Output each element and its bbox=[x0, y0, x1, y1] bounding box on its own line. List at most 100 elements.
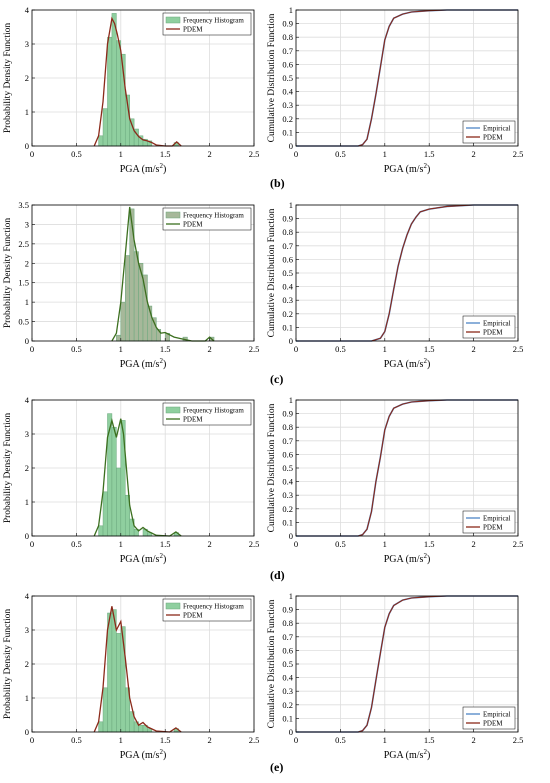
legend-entry: Frequency Histogram bbox=[183, 407, 244, 415]
histogram-bar bbox=[98, 135, 104, 147]
legend-entry: PDEM bbox=[183, 612, 203, 620]
x-tick-label: 0 bbox=[294, 539, 298, 549]
histogram-bar bbox=[102, 687, 108, 733]
chart-e-pdf: 0 0.5 1 1.5 2 2.5 0 1 2 3 4 PGA (m/s2) Probability D… bbox=[3, 591, 259, 761]
legend-entry: Frequency Histogram bbox=[183, 212, 244, 220]
y-tick-label: 1 bbox=[289, 5, 293, 15]
x-axis-label: PGA (m/s2) bbox=[120, 748, 167, 761]
legend-entry: PDEM bbox=[483, 720, 503, 728]
y-tick-label: 0.1 bbox=[282, 127, 293, 137]
legend-box bbox=[162, 598, 252, 622]
x-tick-label: 1 bbox=[119, 149, 123, 159]
histogram-bar bbox=[116, 334, 122, 342]
y-tick-label: 2.5 bbox=[18, 239, 29, 249]
chart-d-cdf: 0 0.5 1 1.5 2 2.5 0 0.1 0.2 0.3 0.4 0.5 0.6 0.7 0.8 0.9… bbox=[267, 395, 523, 565]
x-axis-label: PGA (m/s2) bbox=[120, 552, 167, 565]
y-tick-label: 0.4 bbox=[282, 477, 293, 487]
legend-entry: PDEM bbox=[183, 221, 203, 229]
y-axis-label: Cumulative Distribution Function bbox=[267, 208, 277, 337]
y-axis-label: Probability Density Function bbox=[3, 218, 13, 329]
y-tick-label: 0 bbox=[25, 727, 29, 737]
x-tick-label: 0 bbox=[30, 344, 34, 354]
histogram-bar bbox=[116, 633, 122, 733]
y-tick-label: 3 bbox=[25, 429, 29, 439]
y-tick-label: 0 bbox=[25, 336, 29, 346]
y-tick-label: 4 bbox=[25, 591, 30, 601]
y-axis-label: Probability Density Function bbox=[3, 609, 13, 720]
y-axis-label: Cumulative Distribution Function bbox=[267, 599, 277, 728]
x-tick-label: 0 bbox=[30, 539, 34, 549]
legend-entry: Frequency Histogram bbox=[183, 17, 244, 25]
x-tick-label: 0 bbox=[30, 149, 34, 159]
y-tick-label: 0.7 bbox=[282, 241, 293, 251]
y-axis-label: Cumulative Distribution Function bbox=[267, 13, 277, 142]
legend-entry: PDEM bbox=[483, 329, 503, 337]
legend-entry: Empirical bbox=[483, 125, 511, 133]
x-tick-label: 1.5 bbox=[160, 539, 171, 549]
panel-label-d: (d) bbox=[270, 568, 285, 582]
legend-entry: PDEM bbox=[483, 134, 503, 142]
y-tick-label: 0.1 bbox=[282, 713, 293, 723]
y-tick-label: 0.2 bbox=[282, 504, 293, 514]
y-tick-label: 4 bbox=[25, 395, 30, 405]
histogram-bar bbox=[111, 426, 117, 537]
histogram-bar bbox=[120, 420, 126, 537]
y-axis-label: Probability Density Function bbox=[3, 23, 13, 134]
y-tick-label: 0.8 bbox=[282, 422, 293, 432]
legend-entry: Empirical bbox=[483, 320, 511, 328]
panel-label-c: (c) bbox=[270, 372, 284, 386]
y-tick-label: 0.6 bbox=[282, 449, 293, 459]
histogram-bar bbox=[116, 467, 122, 537]
pdem-cdf-curve bbox=[296, 9, 518, 147]
histogram-bar bbox=[120, 301, 126, 342]
x-tick-label: 0 bbox=[294, 149, 298, 159]
y-tick-label: 0 bbox=[25, 531, 29, 541]
panel-label-b: (b) bbox=[270, 176, 285, 190]
histogram-bar bbox=[129, 208, 135, 342]
y-tick-label: 0.8 bbox=[282, 227, 293, 237]
x-tick-label: 0.5 bbox=[71, 344, 82, 354]
y-tick-label: 0 bbox=[289, 531, 293, 541]
y-tick-label: 0.2 bbox=[282, 700, 293, 710]
y-tick-label: 0.5 bbox=[282, 268, 293, 278]
x-axis-label: PGA (m/s2) bbox=[384, 552, 431, 565]
y-tick-label: 0.1 bbox=[282, 322, 293, 332]
y-tick-label: 1 bbox=[289, 591, 293, 601]
pdem-cdf-curve bbox=[296, 204, 518, 342]
y-tick-label: 0.3 bbox=[282, 295, 293, 305]
y-tick-label: 0.5 bbox=[282, 73, 293, 83]
panel-label-e: (e) bbox=[270, 760, 284, 774]
y-tick-label: 2 bbox=[25, 659, 29, 669]
legend-swatch-histogram bbox=[165, 602, 181, 610]
legend-box bbox=[162, 402, 252, 426]
x-tick-label: 2 bbox=[471, 539, 475, 549]
x-tick-label: 2 bbox=[207, 735, 211, 745]
legend-swatch-histogram bbox=[165, 406, 181, 414]
x-tick-label: 0 bbox=[294, 344, 298, 354]
y-axis-label: Probability Density Function bbox=[3, 413, 13, 524]
x-tick-label: 1.5 bbox=[160, 149, 171, 159]
legend-box bbox=[162, 12, 252, 36]
y-tick-label: 3 bbox=[25, 625, 29, 635]
y-tick-label: 0.9 bbox=[282, 409, 293, 419]
histogram-bar bbox=[107, 36, 113, 147]
y-tick-label: 0.2 bbox=[282, 309, 293, 319]
y-tick-label: 0 bbox=[25, 141, 29, 151]
x-tick-label: 1.5 bbox=[424, 735, 435, 745]
x-tick-label: 2.5 bbox=[249, 149, 260, 159]
x-tick-label: 1.5 bbox=[424, 344, 435, 354]
y-tick-label: 0.8 bbox=[282, 32, 293, 42]
y-tick-label: 0.8 bbox=[282, 618, 293, 628]
y-tick-label: 0.5 bbox=[282, 463, 293, 473]
y-tick-label: 4 bbox=[25, 5, 30, 15]
pdem-curve bbox=[93, 606, 182, 733]
chart-b-pdf: 0 0.5 1 1.5 2 2.5 0 1 2 3 4 PGA (m/s2) Probability D… bbox=[3, 5, 259, 175]
x-tick-label: 2 bbox=[471, 735, 475, 745]
x-tick-label: 2 bbox=[207, 149, 211, 159]
legend-swatch-histogram bbox=[165, 211, 181, 219]
y-tick-label: 1 bbox=[25, 107, 29, 117]
y-tick-label: 0.1 bbox=[282, 517, 293, 527]
x-tick-label: 2 bbox=[471, 344, 475, 354]
legend-entry: PDEM bbox=[483, 524, 503, 532]
y-tick-label: 0.3 bbox=[282, 100, 293, 110]
